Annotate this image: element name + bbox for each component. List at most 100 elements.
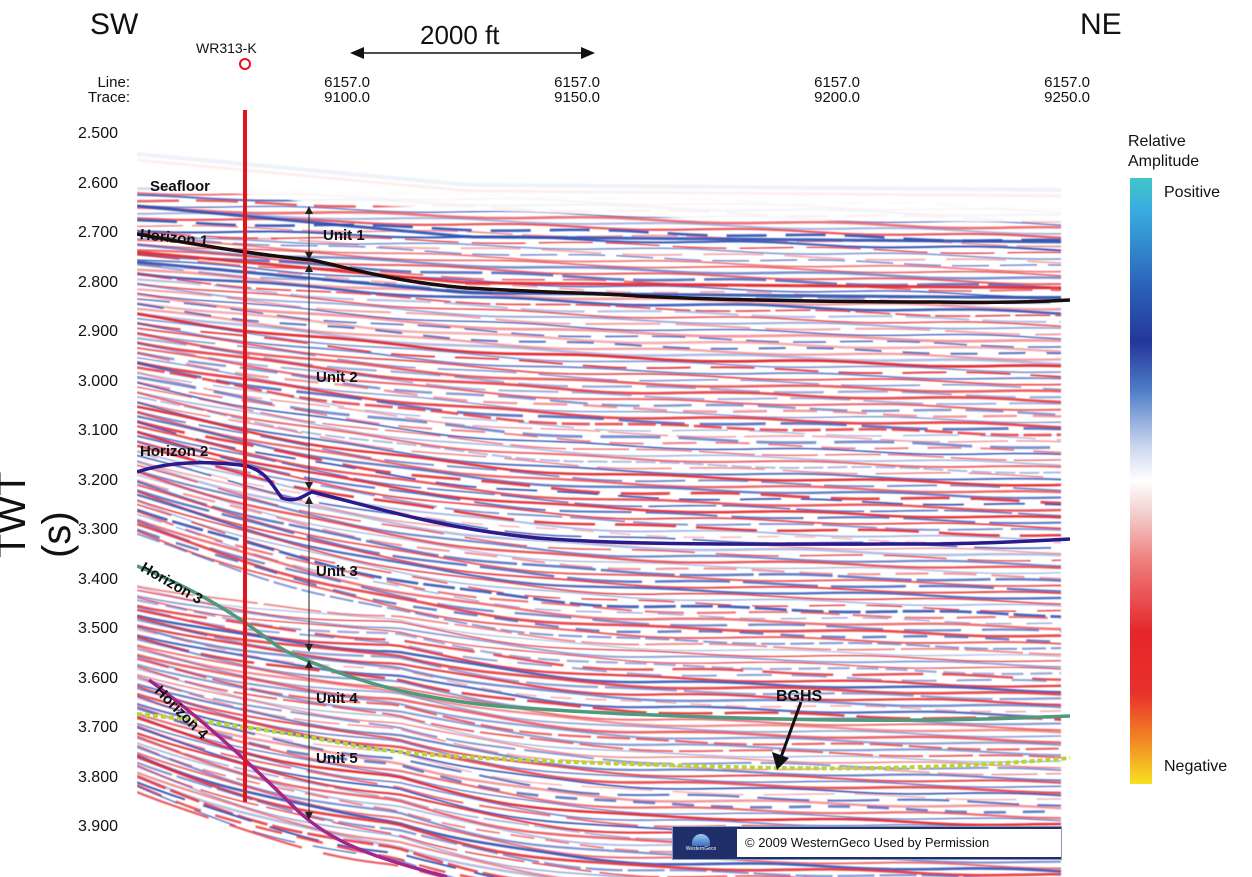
legend-title-line-1: Relative: [1128, 133, 1186, 150]
reflector-line: [137, 519, 1062, 633]
unit-2-label: Unit 2: [316, 369, 358, 386]
reflector-line: [137, 292, 1062, 343]
line-value: 6157.0: [814, 74, 860, 91]
reflector-line: [137, 424, 1062, 512]
y-axis-tick-label: 3.400: [77, 570, 118, 588]
reflector-line: [137, 288, 1062, 336]
y-axis-tick-label: 2.800: [77, 273, 118, 291]
reflector-line: [137, 513, 1062, 625]
reflector-line: [137, 450, 1062, 542]
reflector-line: [137, 781, 498, 877]
reflector-line: [137, 301, 1062, 353]
unit-1-label: Unit 1: [323, 227, 365, 244]
seafloor-reflector: [137, 204, 1062, 244]
reflector-line: [137, 692, 1062, 795]
reflector-line: [137, 683, 1062, 782]
reflector-line: [137, 704, 1062, 810]
reflector-line: [137, 278, 1062, 324]
reflector-line: [137, 785, 454, 877]
reflector-line: [137, 239, 1062, 273]
reflector-line: [137, 302, 1062, 355]
reflector-line: [137, 312, 1062, 368]
reflector-line: [137, 253, 1062, 292]
reflector-line: [137, 440, 1062, 530]
reflector-line: [137, 342, 1062, 406]
y-axis-tick-label: 3.700: [77, 719, 118, 736]
reflector-line: [137, 234, 1062, 267]
reflector-line: [137, 430, 1062, 519]
well-label: WR313-K: [196, 40, 257, 56]
reflector-line: [137, 332, 1062, 391]
reflector-line: [137, 722, 1062, 832]
reflector-line: [137, 657, 1062, 751]
reflector-line: [137, 712, 1062, 820]
trace-value: 9250.0: [1044, 89, 1090, 106]
copyright-text: © 2009 WesternGeco Used by Permission: [737, 829, 1061, 857]
reflector-line: [137, 522, 1062, 638]
seafloor-label: Seafloor: [150, 178, 211, 195]
y-axis-tick-label: 3.600: [77, 669, 118, 687]
legend-title-line-2: Amplitude: [1128, 153, 1200, 170]
reflector-line: [137, 480, 1062, 582]
reflector-line: [137, 252, 1062, 290]
reflector-line: [137, 715, 1062, 822]
line-value: 6157.0: [554, 74, 600, 91]
trace-value: 9200.0: [814, 89, 860, 106]
reflector-line: [137, 341, 1062, 404]
trace-header-label: Trace:: [88, 89, 130, 106]
reflector-line: [137, 608, 1062, 688]
reflector-line: [137, 606, 1062, 683]
horizon-4-line: [147, 678, 448, 877]
reflector-line: [137, 371, 1062, 441]
y-axis-tick-label: 3.300: [77, 521, 118, 538]
reflector-line: [137, 283, 1062, 330]
reflector-line: [137, 706, 1062, 814]
legend-title: Relative Amplitude: [1128, 132, 1199, 172]
reflector-line: [137, 411, 1062, 494]
reflector-line: [137, 469, 1062, 568]
reflector-line: [137, 382, 1062, 456]
reflector-line: [137, 232, 1062, 254]
reflector-line: [137, 499, 1062, 605]
reflector-line: [137, 451, 1062, 544]
reflector-line: [137, 420, 1062, 505]
reflector-line: [137, 773, 552, 877]
reflector-line: [137, 791, 448, 877]
scale-bar-label: 2000 ft: [420, 20, 500, 50]
reflector-line: [137, 596, 1062, 670]
logo-globe-icon: [692, 834, 710, 846]
reflector-line: [137, 518, 1062, 631]
reflector-line: [137, 434, 1062, 525]
y-axis-tick-label: 2.700: [77, 224, 118, 241]
reflector-line: [137, 237, 1062, 260]
reflector-line: [137, 421, 1062, 506]
reflector-line: [137, 755, 1061, 877]
reflector-line: [137, 648, 1062, 738]
reflector-line: [137, 391, 1062, 468]
bghs-label: BGHS: [776, 688, 823, 705]
reflector-line: [137, 386, 1062, 462]
horizon-2-line: [137, 460, 1070, 546]
y-axis-title: TWT (s): [0, 472, 79, 558]
line-header-label: Line:: [97, 74, 130, 91]
direction-ne-label: NE: [1080, 8, 1122, 41]
unit-arrowheads: [305, 206, 313, 820]
seismic-section: [137, 110, 1070, 877]
reflector-line: [137, 317, 1062, 374]
reflector-line: [137, 233, 1062, 264]
reflector-line: [137, 311, 1062, 366]
reflector-line: [137, 604, 1062, 681]
reflector-line: [137, 372, 1062, 443]
reflector-line: [137, 470, 1062, 570]
seismic-reflectors: [137, 110, 1070, 877]
reflector-line: [137, 490, 1062, 595]
reflector-line: [137, 503, 1062, 612]
reflector-line: [137, 653, 1062, 745]
reflector-line: [137, 668, 1062, 763]
reflector-line: [137, 375, 1062, 450]
reflector-line: [137, 360, 1062, 429]
bghs-line: [137, 712, 1070, 771]
well-location-marker: [239, 58, 251, 70]
reflector-line: [137, 764, 805, 877]
reflector-line: [137, 724, 1062, 835]
